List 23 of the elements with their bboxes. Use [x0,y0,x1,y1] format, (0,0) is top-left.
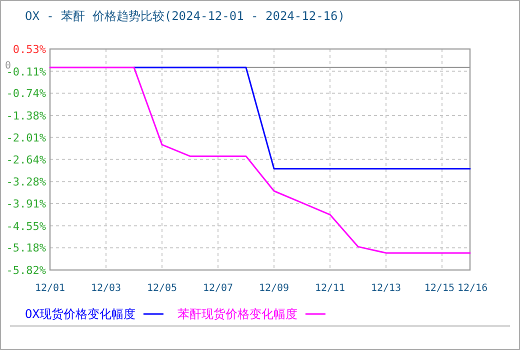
chart-title: OX - 苯酐 价格趋势比较(2024-12-01 - 2024-12-16) [25,9,345,23]
x-tick-label: 12/16 [458,283,488,294]
x-tick-label: 12/05 [146,283,178,294]
y-tick-label: -3.28% [6,176,46,189]
y-tick-label: -4.55% [6,220,46,233]
y-tick-label: -2.64% [6,153,46,166]
x-tick-label: 12/09 [258,283,290,294]
legend-label: OX现货价格变化幅度 [25,307,136,321]
x-tick-label: 12/03 [90,283,122,294]
legend-label: 苯酐现货价格变化幅度 [177,307,298,321]
x-tick-label: 12/01 [34,283,66,294]
x-tick-label: 12/13 [370,283,402,294]
y-tick-label: -2.01% [6,131,46,144]
y-tick-label: -5.18% [6,242,46,255]
y-tick-label: -1.38% [6,109,46,122]
ref-line-label: 0 [5,60,12,72]
y-tick-label: -5.82% [6,264,46,277]
x-tick-label: 12/11 [314,283,346,294]
y-tick-label: 0.53% [12,43,46,56]
x-tick-label: 12/07 [202,283,234,294]
x-tick-label: 12/15 [424,283,454,294]
y-tick-label: -3.91% [6,198,46,211]
y-tick-label: -0.74% [6,87,46,100]
